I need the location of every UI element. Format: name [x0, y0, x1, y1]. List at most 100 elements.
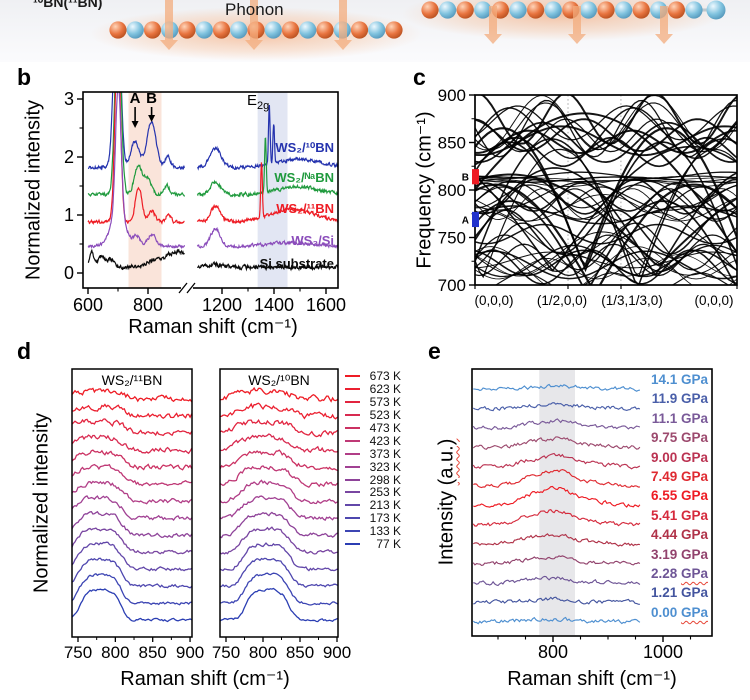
svg-text:850: 850	[139, 643, 167, 662]
svg-text:(1/2,0,0): (1/2,0,0)	[537, 293, 587, 308]
panel-d-curves	[220, 386, 338, 623]
svg-text:850: 850	[286, 643, 314, 662]
intensity-label: Intensity	[435, 490, 458, 566]
svg-text:800: 800	[538, 642, 568, 662]
legend-swatch	[345, 439, 360, 442]
series-label: WS₂/ᴺᵃBN	[274, 170, 334, 185]
nitrogen-atom	[230, 21, 248, 39]
svg-text:800: 800	[133, 295, 163, 315]
pressure-label: 4.44 GPa	[651, 527, 708, 542]
pressure-unit: GPa	[680, 488, 708, 504]
legend-item: 423 K	[345, 433, 401, 448]
series-label: WS₂/¹⁰BN	[275, 140, 334, 155]
boron-atom	[597, 1, 615, 19]
svg-text:(1/3,1/3,0): (1/3,1/3,0)	[601, 293, 663, 308]
svg-text:600: 600	[73, 295, 103, 315]
pressure-label: 14.1 GPa	[651, 372, 708, 387]
legend-swatch	[345, 504, 360, 507]
boron-atom	[667, 1, 686, 19]
legend-label: 423 K	[369, 433, 401, 448]
legend-swatch	[345, 543, 360, 546]
nitrogen-atom	[509, 1, 527, 19]
legend-item: 77 K	[345, 537, 401, 551]
panel-b-curves	[87, 92, 338, 272]
pressure-unit: GPa	[680, 391, 708, 407]
svg-text:A: A	[462, 215, 469, 226]
pressure-label: 2.28 GPa	[651, 566, 708, 581]
svg-text:(0,0,0): (0,0,0)	[474, 293, 513, 308]
legend-item: 213 K	[345, 498, 401, 512]
panel-e-letter: e	[428, 338, 441, 364]
legend-swatch	[345, 388, 360, 391]
svg-text:(0,0,0): (0,0,0)	[694, 293, 733, 308]
pressure-unit: GPa	[680, 585, 708, 601]
pressure-value: 14.1	[650, 372, 681, 387]
mode-marker	[472, 169, 479, 185]
phonon-arrow-icon	[568, 6, 586, 44]
pressure-value: 3.19	[650, 546, 681, 562]
pressure-label: 1.21 GPa	[651, 585, 708, 600]
legend-swatch	[345, 401, 360, 404]
pressure-label: 0.00 GPa	[651, 605, 708, 620]
axis-break-icon	[186, 282, 196, 294]
panel-b-y-axis-title: Normalized intensity	[22, 99, 45, 281]
legend-swatch	[345, 517, 360, 520]
pressure-unit: GPa	[680, 410, 708, 426]
svg-text:800: 800	[101, 643, 129, 662]
nitrogen-atom	[299, 21, 317, 39]
pressure-unit: GPa	[680, 449, 708, 465]
svg-text:A: A	[130, 90, 141, 107]
nitrogen-atom	[474, 1, 492, 19]
pressure-value: 1.21	[650, 585, 681, 601]
legend-swatch	[345, 427, 360, 429]
legend-item: 623 K	[345, 382, 401, 397]
panel-d-right-title: WS₂/¹⁰BN	[248, 372, 310, 388]
panel-c-y-axis-title: Frequency (cm⁻¹)	[413, 111, 436, 269]
nitrogen-atom	[544, 1, 562, 19]
nitrogen-atom	[706, 0, 726, 20]
boron-atom	[421, 1, 439, 19]
pressure-unit: GPa	[680, 546, 708, 562]
pressure-label: 9.75 GPa	[651, 430, 708, 445]
down-arrow-icon	[131, 121, 139, 128]
legend-label: 133 K	[369, 524, 401, 539]
panel-d-temperature-legend: 673 K 623 K 573 K 523 K 473 K 423 K 373 K 323 K…	[345, 369, 401, 551]
phonon-arrow-icon	[334, 0, 352, 50]
svg-text:750: 750	[64, 643, 92, 662]
svg-text:B: B	[462, 173, 469, 184]
boron-atom	[178, 21, 196, 39]
legend-label: 173 K	[369, 511, 401, 526]
svg-text:1400: 1400	[254, 295, 294, 315]
boron-atom	[212, 21, 231, 39]
series-label: WS₂/¹¹BN	[276, 201, 334, 216]
panel-d-curves	[72, 387, 192, 623]
pressure-value: 9.75	[650, 430, 681, 446]
svg-text:900: 900	[438, 86, 466, 105]
panel-d-letter: d	[17, 338, 32, 364]
nitrogen-atom	[264, 21, 282, 39]
phonon-arrow-icon	[655, 6, 673, 44]
legend-swatch	[345, 530, 360, 533]
svg-text:1200: 1200	[202, 295, 242, 315]
panel-e-curves	[472, 383, 641, 625]
legend-swatch	[345, 478, 360, 481]
pressure-unit: GPa	[680, 469, 708, 484]
legend-item: 253 K	[345, 485, 401, 499]
phonon-bands	[475, 95, 737, 285]
legend-item: 473 K	[345, 421, 401, 435]
svg-text:900: 900	[176, 643, 204, 662]
legend-label: 623 K	[369, 382, 401, 397]
svg-text:900: 900	[323, 643, 351, 662]
panel-b-frame	[82, 91, 339, 289]
legend-label: 573 K	[369, 395, 401, 410]
au-label: (a.u.)	[435, 438, 458, 486]
panel-e-frame	[471, 368, 713, 637]
phonon-label: Phonon	[225, 0, 284, 19]
legend-swatch	[345, 414, 360, 417]
legend-swatch	[345, 491, 360, 494]
legend-label: 373 K	[369, 446, 401, 461]
pressure-unit: GPa	[680, 372, 708, 387]
bn-isotope-label: ¹⁰BN(¹¹BN)	[33, 0, 103, 10]
svg-text:1: 1	[64, 205, 74, 225]
